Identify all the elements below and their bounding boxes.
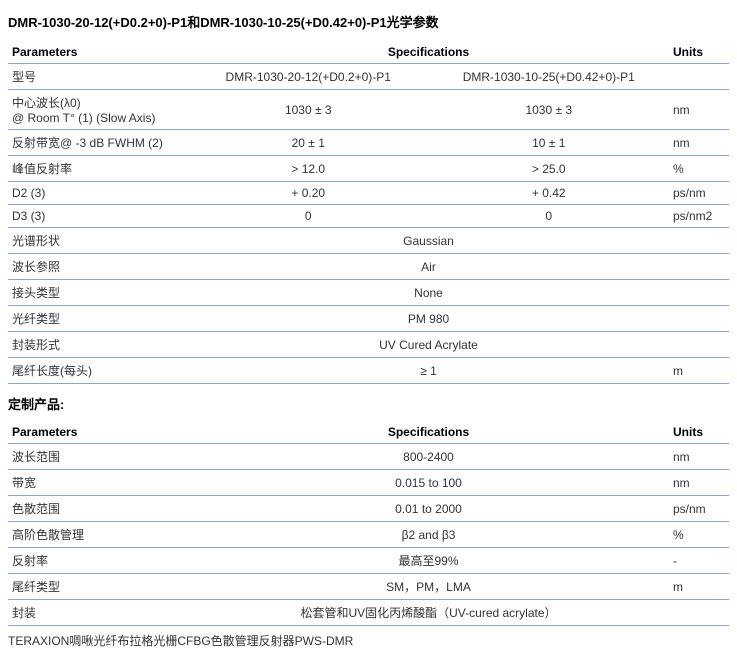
table-row: 带宽0.015 to 100nm: [8, 470, 729, 496]
table-row: 色散范围0.01 to 2000ps/nm: [8, 496, 729, 522]
cell-spec: ≥ 1: [188, 358, 669, 384]
cell-spec-b: + 0.42: [429, 182, 670, 205]
cell-param: 尾纤长度(每头): [8, 358, 188, 384]
cell-units: %: [669, 522, 729, 548]
cell-units: [669, 600, 729, 626]
cell-units: ps/nm: [669, 496, 729, 522]
cell-spec: SM，PM，LMA: [188, 574, 669, 600]
cell-param: 光纤类型: [8, 306, 188, 332]
cell-spec: Air: [188, 254, 669, 280]
cell-units: ps/nm: [669, 182, 729, 205]
cell-spec: 松套管和UV固化丙烯酸酯（UV-cured acrylate）: [188, 600, 669, 626]
cell-param: 尾纤类型: [8, 574, 188, 600]
cell-units: -: [669, 548, 729, 574]
cell-param: 封装: [8, 600, 188, 626]
cell-units: [669, 280, 729, 306]
th2-units: Units: [669, 421, 729, 444]
cell-spec-b: > 25.0: [429, 156, 670, 182]
row-model-a: DMR-1030-20-12(+D0.2+0)-P1: [188, 64, 429, 90]
cell-units: m: [669, 574, 729, 600]
cell-param: 高阶色散管理: [8, 522, 188, 548]
cell-spec-b: 10 ± 1: [429, 130, 670, 156]
table-row: 尾纤长度(每头)≥ 1m: [8, 358, 729, 384]
table-row: 封装形式UV Cured Acrylate: [8, 332, 729, 358]
cell-spec-b: 0: [429, 205, 670, 228]
th2-parameters: Parameters: [8, 421, 188, 444]
cell-units: [669, 306, 729, 332]
table-row: 反射率最高至99%-: [8, 548, 729, 574]
cell-param: 波长参照: [8, 254, 188, 280]
th-units: Units: [669, 41, 729, 64]
cell-spec: 0.015 to 100: [188, 470, 669, 496]
cell-units: nm: [669, 90, 729, 130]
th-specifications: Specifications: [188, 41, 669, 64]
cell-units: %: [669, 156, 729, 182]
table-row: 尾纤类型SM，PM，LMAm: [8, 574, 729, 600]
cell-spec: 800-2400: [188, 444, 669, 470]
cell-param: 峰值反射率: [8, 156, 188, 182]
cell-param: 反射带宽@ -3 dB FWHM (2): [8, 130, 188, 156]
table-row: 光谱形状Gaussian: [8, 228, 729, 254]
footer-note: TERAXION啁啾光纤布拉格光栅CFBG色散管理反射器PWS-DMR: [8, 632, 729, 649]
table-row: 波长范围800-2400nm: [8, 444, 729, 470]
cell-param: 封装形式: [8, 332, 188, 358]
cell-spec: PM 980: [188, 306, 669, 332]
cell-param: 接头类型: [8, 280, 188, 306]
cell-spec: UV Cured Acrylate: [188, 332, 669, 358]
cell-param: 色散范围: [8, 496, 188, 522]
cell-spec-a: > 12.0: [188, 156, 429, 182]
th2-specifications: Specifications: [188, 421, 669, 444]
row-model-label: 型号: [8, 64, 188, 90]
cell-param: D3 (3): [8, 205, 188, 228]
table-row: 反射带宽@ -3 dB FWHM (2)20 ± 110 ± 1nm: [8, 130, 729, 156]
cell-param: 反射率: [8, 548, 188, 574]
table-row: 接头类型None: [8, 280, 729, 306]
cell-units: [669, 254, 729, 280]
cell-param: 波长范围: [8, 444, 188, 470]
row-model-b: DMR-1030-10-25(+D0.42+0)-P1: [429, 64, 670, 90]
custom-title: 定制产品:: [8, 394, 729, 413]
table-row: D2 (3)+ 0.20+ 0.42ps/nm: [8, 182, 729, 205]
table-row: 高阶色散管理β2 and β3%: [8, 522, 729, 548]
cell-spec-a: 0: [188, 205, 429, 228]
cell-spec: 0.01 to 2000: [188, 496, 669, 522]
cell-units: nm: [669, 130, 729, 156]
cell-spec-a: 20 ± 1: [188, 130, 429, 156]
cell-spec-b: 1030 ± 3: [429, 90, 670, 130]
cell-units: nm: [669, 444, 729, 470]
cell-spec: 最高至99%: [188, 548, 669, 574]
cell-units: ps/nm2: [669, 205, 729, 228]
cell-spec: None: [188, 280, 669, 306]
cell-param: D2 (3): [8, 182, 188, 205]
table-row: 光纤类型PM 980: [8, 306, 729, 332]
table-row: 波长参照Air: [8, 254, 729, 280]
page-title: DMR-1030-20-12(+D0.2+0)-P1和DMR-1030-10-2…: [8, 12, 729, 31]
table-row: D3 (3)00ps/nm2: [8, 205, 729, 228]
table-row: 封装松套管和UV固化丙烯酸酯（UV-cured acrylate）: [8, 600, 729, 626]
cell-spec: β2 and β3: [188, 522, 669, 548]
th-parameters: Parameters: [8, 41, 188, 64]
cell-spec-a: 1030 ± 3: [188, 90, 429, 130]
custom-products-table: Parameters Specifications Units 波长范围800-…: [8, 421, 729, 626]
row-model-units: [669, 64, 729, 90]
cell-units: m: [669, 358, 729, 384]
optical-params-table: Parameters Specifications Units 型号 DMR-1…: [8, 41, 729, 384]
table-row: 峰值反射率> 12.0> 25.0%: [8, 156, 729, 182]
cell-param: 光谱形状: [8, 228, 188, 254]
table-row: 中心波长(λ0)@ Room T° (1) (Slow Axis)1030 ± …: [8, 90, 729, 130]
cell-units: [669, 228, 729, 254]
cell-units: [669, 332, 729, 358]
cell-param: 中心波长(λ0)@ Room T° (1) (Slow Axis): [8, 90, 188, 130]
cell-units: nm: [669, 470, 729, 496]
cell-spec: Gaussian: [188, 228, 669, 254]
cell-spec-a: + 0.20: [188, 182, 429, 205]
cell-param: 带宽: [8, 470, 188, 496]
